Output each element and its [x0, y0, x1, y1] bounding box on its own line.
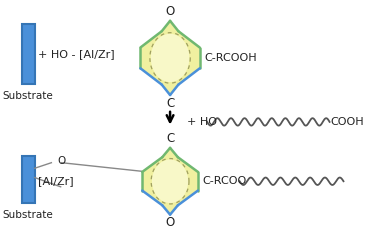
Text: + HO - [Al/Zr]: + HO - [Al/Zr]	[38, 49, 115, 59]
Text: C-RCOO: C-RCOO	[203, 176, 247, 186]
Text: COOH: COOH	[331, 117, 364, 127]
Text: O: O	[165, 216, 175, 230]
Text: C-RCOOH: C-RCOOH	[204, 53, 257, 63]
Text: Substrate: Substrate	[3, 91, 54, 101]
Bar	[22, 156, 35, 203]
Text: [Al/Zr]: [Al/Zr]	[38, 176, 74, 186]
Bar	[22, 24, 35, 84]
Text: Substrate: Substrate	[3, 210, 54, 220]
Text: + HO: + HO	[187, 117, 217, 127]
Text: C: C	[166, 97, 174, 110]
Polygon shape	[141, 21, 200, 95]
Text: O: O	[165, 5, 175, 18]
Text: O: O	[57, 156, 65, 166]
Ellipse shape	[152, 160, 188, 203]
Polygon shape	[142, 148, 198, 215]
Ellipse shape	[151, 34, 189, 82]
Text: C: C	[166, 132, 174, 145]
